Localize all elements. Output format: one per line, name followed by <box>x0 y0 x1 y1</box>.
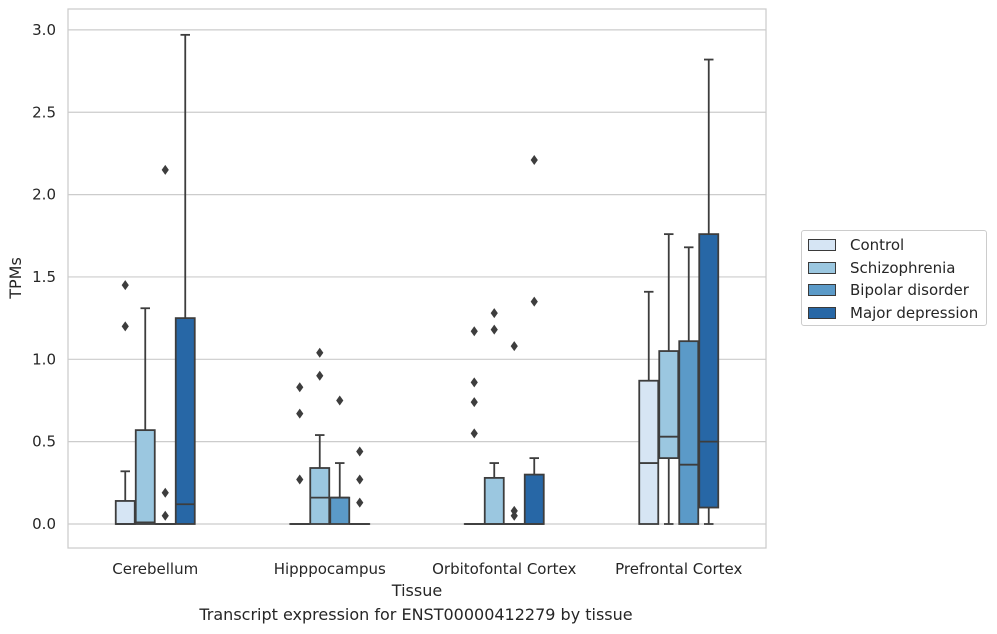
box-major-depression <box>698 58 720 525</box>
y-tick-label: 0.5 <box>32 433 56 451</box>
box-schizophrenia <box>134 307 156 525</box>
outlier-point <box>161 164 169 175</box>
outlier-point <box>510 505 518 516</box>
box-bipolar-disorder <box>503 341 525 525</box>
box-major-depression <box>523 155 545 525</box>
chart-caption: Transcript expression for ENST0000041227… <box>199 605 633 624</box>
y-tick-label: 3.0 <box>32 21 56 39</box>
box-control <box>638 290 660 525</box>
box-control <box>463 326 485 525</box>
box-body <box>329 496 351 525</box>
outlier-point <box>161 487 169 498</box>
outlier-point <box>161 510 169 521</box>
box-control <box>289 382 311 525</box>
y-tick-label: 1.5 <box>32 268 56 286</box>
legend-item-major-depression: Major depression <box>808 302 978 324</box>
boxes <box>114 33 720 525</box>
outlier-point <box>490 308 498 319</box>
outlier-point <box>470 397 478 408</box>
box-body <box>698 233 720 509</box>
legend-label-major-depression: Major depression <box>850 304 979 322</box>
box-major-depression <box>349 446 371 525</box>
box-body <box>638 379 660 525</box>
legend-swatch-control <box>808 239 836 251</box>
y-axis-label: TPMs <box>6 257 25 300</box>
legend-item-control: Control <box>808 234 904 256</box>
outlier-point <box>356 474 364 485</box>
y-tick-label: 1.0 <box>32 350 56 368</box>
outlier-point <box>470 326 478 337</box>
outlier-point <box>296 474 304 485</box>
outlier-point <box>510 341 518 352</box>
y-tick-label: 2.0 <box>32 186 56 204</box>
outlier-point <box>296 408 304 419</box>
x-tick-label: Cerebellum <box>112 560 198 578</box>
legend-swatch-major-depression <box>808 307 836 319</box>
outlier-point <box>356 446 364 457</box>
plot-area <box>67 8 767 549</box>
outlier-point <box>470 377 478 388</box>
x-tick-label: Prefrontal Cortex <box>615 560 742 578</box>
legend: Control Schizophrenia Bipolar disorder M… <box>801 230 987 326</box>
y-tick-label: 2.5 <box>32 103 56 121</box>
box-bipolar-disorder <box>154 164 176 525</box>
box-body <box>174 317 196 525</box>
box-body <box>114 500 136 525</box>
legend-label-bipolar-disorder: Bipolar disorder <box>850 281 969 299</box>
outlier-point <box>356 497 364 508</box>
box-bipolar-disorder <box>329 395 351 525</box>
outlier-point <box>296 382 304 393</box>
x-tick-labels: Cerebellum Hipppocampus Orbitofontal Corte… <box>112 560 742 578</box>
x-axis-label: Tissue <box>391 581 442 600</box>
legend-label-control: Control <box>850 236 905 254</box>
box-body <box>134 429 156 525</box>
outlier-point <box>336 395 344 406</box>
outlier-point <box>121 280 129 291</box>
box-body <box>483 476 505 525</box>
outlier-point <box>470 428 478 439</box>
x-tick-label: Hipppocampus <box>274 560 386 578</box>
legend-label-schizophrenia: Schizophrenia <box>850 259 956 277</box>
box-body <box>309 467 331 525</box>
legend-item-bipolar-disorder: Bipolar disorder <box>808 279 969 301</box>
outlier-point <box>316 370 324 381</box>
legend-swatch-bipolar-disorder <box>808 284 836 296</box>
legend-item-schizophrenia: Schizophrenia <box>808 257 955 279</box>
outlier-point <box>530 155 538 166</box>
outlier-point <box>490 324 498 335</box>
legend-swatch-schizophrenia <box>808 262 836 274</box>
box-schizophrenia <box>658 233 680 525</box>
x-tick-label: Orbitofontal Cortex <box>432 560 576 578</box>
box-major-depression <box>174 33 196 525</box>
outlier-point <box>121 321 129 332</box>
box-schizophrenia <box>483 308 505 525</box>
box-body <box>658 350 680 460</box>
y-tick-labels: 0.0 0.5 1.0 1.5 2.0 2.5 3.0 <box>32 21 56 533</box>
box-bipolar-disorder <box>678 246 700 525</box>
outlier-point <box>530 296 538 307</box>
box-body <box>678 340 700 525</box>
outlier-point <box>316 347 324 358</box>
box-control <box>114 280 136 525</box>
y-tick-label: 0.0 <box>32 515 56 533</box>
box-schizophrenia <box>309 347 331 525</box>
box-body <box>523 473 545 525</box>
